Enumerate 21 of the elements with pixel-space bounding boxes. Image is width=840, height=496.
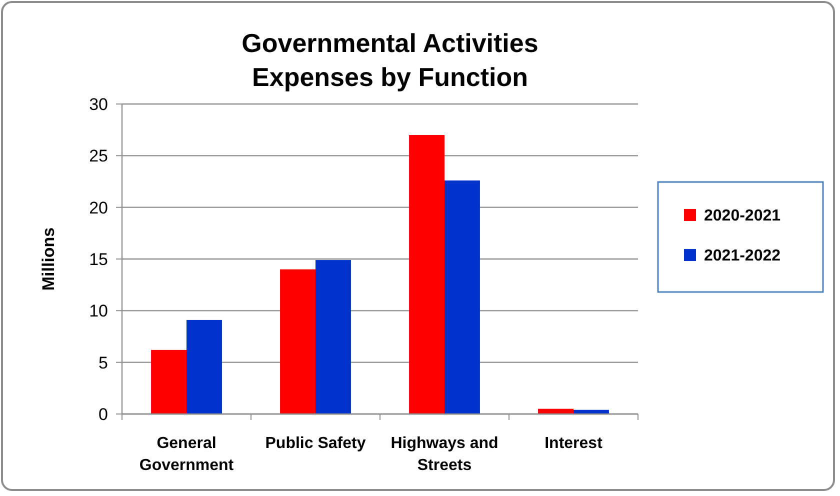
y-tick-label: 25 xyxy=(89,146,108,166)
bar xyxy=(186,320,222,414)
y-axis-title: Millions xyxy=(39,227,58,291)
x-tick-label: Highways and Streets xyxy=(390,435,498,474)
y-tick-label: 20 xyxy=(89,198,108,218)
bar xyxy=(409,135,444,414)
legend-label: 2021-2022 xyxy=(704,248,781,265)
y-tick-label: 0 xyxy=(98,404,108,424)
x-tick-label: General Government xyxy=(139,435,234,474)
legend-label: 2020-2021 xyxy=(704,208,781,225)
chart-title: Governmental Activities Expenses by Function xyxy=(242,28,538,92)
bar xyxy=(151,350,186,414)
bar xyxy=(316,260,351,414)
bar xyxy=(444,180,480,414)
x-tick-label: Public Safety xyxy=(265,435,366,452)
y-tick-label: 10 xyxy=(89,302,108,321)
y-tick-label: 30 xyxy=(89,94,108,114)
x-tick-label: Interest xyxy=(544,435,604,452)
y-tick-label: 15 xyxy=(89,250,108,269)
y-tick-label: 5 xyxy=(98,353,108,372)
bar xyxy=(280,269,316,414)
